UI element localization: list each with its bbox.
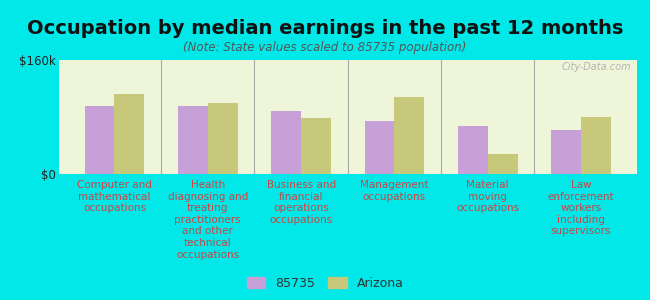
Bar xyxy=(178,106,208,174)
Bar xyxy=(84,106,114,174)
Text: Material
moving
occupations: Material moving occupations xyxy=(456,180,519,213)
Bar xyxy=(395,97,424,174)
Text: Computer and
mathematical
occupations: Computer and mathematical occupations xyxy=(77,180,152,213)
Legend: 85735, Arizona: 85735, Arizona xyxy=(243,273,407,294)
Bar xyxy=(114,94,144,174)
Bar xyxy=(488,154,517,174)
Bar xyxy=(365,121,395,174)
Text: (Note: State values scaled to 85735 population): (Note: State values scaled to 85735 popu… xyxy=(183,40,467,53)
Text: City-Data.com: City-Data.com xyxy=(562,62,631,72)
Bar xyxy=(551,130,581,174)
Bar xyxy=(271,111,301,174)
Bar xyxy=(208,103,238,174)
Text: Occupation by median earnings in the past 12 months: Occupation by median earnings in the pas… xyxy=(27,20,623,38)
Text: Management
occupations: Management occupations xyxy=(360,180,428,202)
Bar xyxy=(581,117,611,174)
Bar xyxy=(301,118,331,174)
Text: Law
enforcement
workers
including
supervisors: Law enforcement workers including superv… xyxy=(548,180,614,236)
Bar xyxy=(458,125,488,174)
Text: Business and
financial
operations
occupations: Business and financial operations occupa… xyxy=(266,180,335,225)
Text: Health
diagnosing and
treating
practitioners
and other
technical
occupations: Health diagnosing and treating practitio… xyxy=(168,180,248,260)
